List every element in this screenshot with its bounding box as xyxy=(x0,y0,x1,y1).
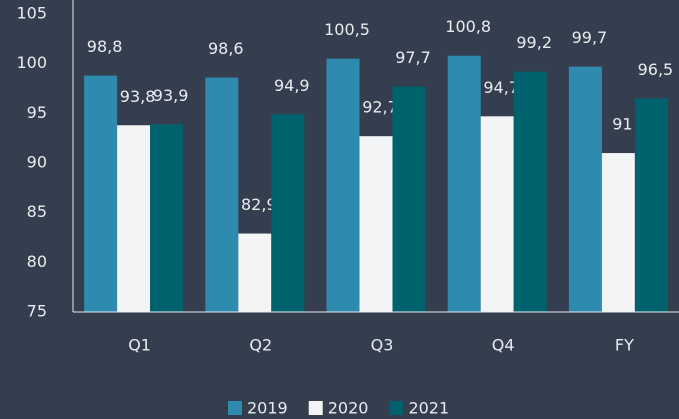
value-label: 98,6 xyxy=(208,39,244,58)
x-tick-label: FY xyxy=(615,336,634,355)
legend-swatch xyxy=(228,401,242,415)
x-tick-label: Q4 xyxy=(492,336,515,355)
value-label: 99,7 xyxy=(572,28,608,47)
legend-label: 2021 xyxy=(408,399,449,418)
x-tick-label: Q2 xyxy=(249,336,272,355)
bar xyxy=(359,136,393,312)
bar xyxy=(238,233,272,312)
bar xyxy=(513,71,547,312)
value-label: 91 xyxy=(612,115,632,134)
legend-label: 2020 xyxy=(328,399,369,418)
value-label: 94,7 xyxy=(483,78,519,97)
bar xyxy=(447,55,481,312)
value-label: 94,9 xyxy=(274,76,310,95)
value-label: 82,9 xyxy=(241,195,277,214)
bar xyxy=(568,66,602,312)
legend-label: 2019 xyxy=(247,399,288,418)
y-tick-label: 85 xyxy=(27,202,47,221)
y-tick-label: 95 xyxy=(27,103,47,122)
bar xyxy=(205,77,239,312)
value-label: 99,2 xyxy=(516,33,552,52)
value-label: 93,8 xyxy=(120,87,156,106)
y-tick-label: 90 xyxy=(27,153,47,172)
bar xyxy=(326,58,360,313)
value-label: 98,8 xyxy=(87,37,123,56)
value-label: 100,8 xyxy=(445,17,491,36)
value-label: 96,5 xyxy=(638,60,674,79)
x-tick-label: Q1 xyxy=(128,336,151,355)
value-label: 100,5 xyxy=(324,20,370,39)
value-label: 97,7 xyxy=(395,48,431,67)
bar xyxy=(271,114,305,313)
bar xyxy=(601,153,635,312)
y-tick-label: 105 xyxy=(16,4,47,23)
y-tick-label: 75 xyxy=(27,302,47,321)
value-label: 93,9 xyxy=(153,86,189,105)
legend-swatch xyxy=(389,401,404,415)
bar xyxy=(150,124,184,312)
bar xyxy=(84,75,118,312)
bar xyxy=(392,86,426,312)
y-tick-label: 100 xyxy=(16,53,47,72)
value-label: 92,7 xyxy=(362,98,398,117)
y-tick-label: 80 xyxy=(27,252,47,271)
bar xyxy=(480,116,514,313)
legend-swatch xyxy=(308,401,323,415)
bar xyxy=(117,125,151,313)
bar xyxy=(634,98,668,312)
x-tick-label: Q3 xyxy=(371,336,394,355)
